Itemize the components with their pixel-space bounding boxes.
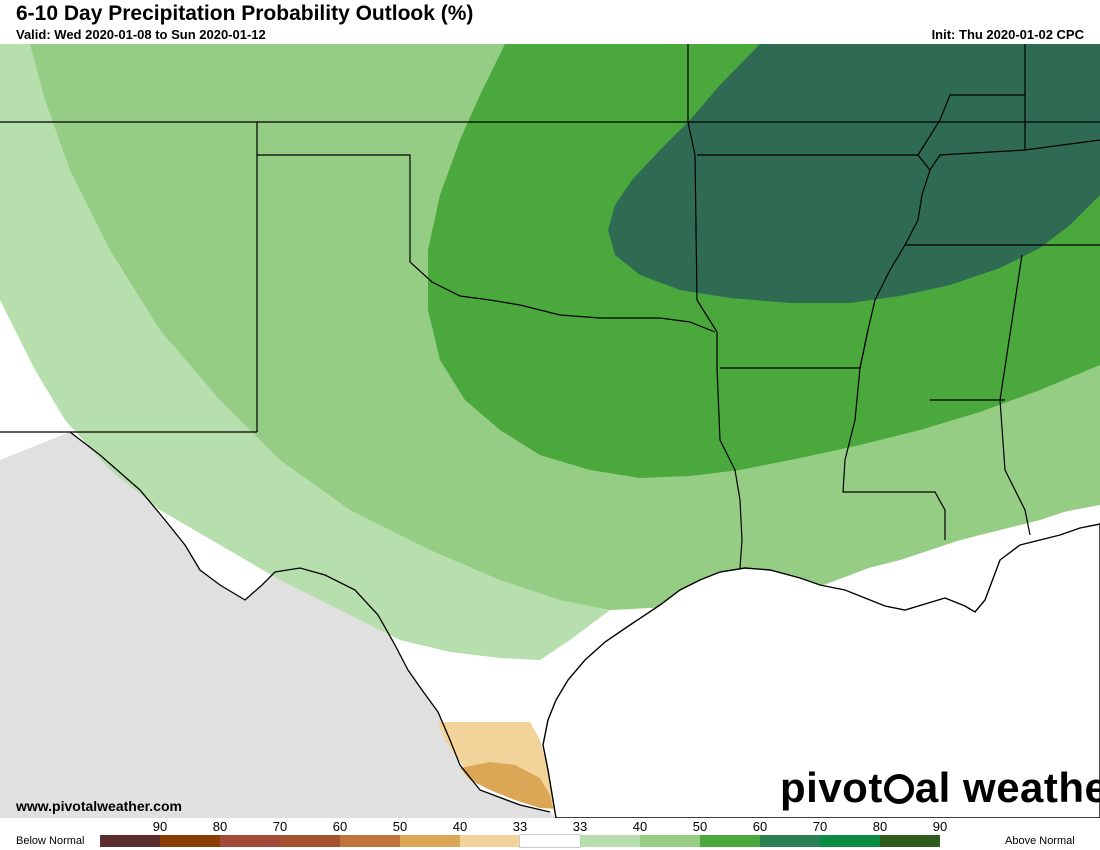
legend-swatch	[880, 835, 940, 847]
legend-swatch	[460, 835, 520, 847]
legend-value-label: 40	[452, 819, 468, 834]
website-url: www.pivotalweather.com	[16, 798, 182, 814]
valid-period: Valid: Wed 2020-01-08 to Sun 2020-01-12	[16, 27, 266, 42]
legend-swatch	[580, 835, 640, 847]
legend-swatch	[640, 835, 700, 847]
legend-swatch	[760, 835, 820, 847]
legend-above-normal-label: Above Normal	[1005, 835, 1075, 847]
us-mexico-border	[69, 431, 551, 813]
legend-swatch	[519, 834, 581, 848]
legend-value-label: 50	[692, 819, 708, 834]
state-borders	[0, 44, 1100, 569]
legend-value-label: 40	[632, 819, 648, 834]
legend-swatch	[220, 835, 280, 847]
legend-value-label: 33	[512, 819, 528, 834]
below-normal-40-50-zone	[460, 762, 553, 808]
legend-value-label: 70	[812, 819, 828, 834]
legend-swatch	[100, 835, 160, 847]
legend-below-normal-label: Below Normal	[16, 835, 85, 847]
legend-swatch	[400, 835, 460, 847]
precipitation-legend: Below Normal Above Normal 90 80 70 60 50 40 33…	[0, 818, 1100, 850]
legend-value-label: 70	[272, 819, 288, 834]
legend-value-label: 80	[872, 819, 888, 834]
legend-value-label: 60	[752, 819, 768, 834]
gulf-of-mexico	[542, 523, 1100, 818]
legend-value-label: 50	[392, 819, 408, 834]
brand-text-end: al weather	[914, 764, 1100, 811]
legend-swatch	[160, 835, 220, 847]
above-normal-70-zone	[608, 44, 1100, 303]
legend-value-label: 90	[932, 819, 948, 834]
legend-value-label: 80	[212, 819, 228, 834]
page-title: 6-10 Day Precipitation Probability Outlo…	[16, 2, 474, 25]
precipitation-map[interactable]	[0, 44, 1100, 818]
brand-text-start: pivot	[780, 764, 883, 811]
legend-value-label: 33	[572, 819, 588, 834]
gear-icon	[883, 774, 914, 804]
brand-logo: pivot al weather	[780, 764, 1100, 812]
legend-value-label: 90	[152, 819, 168, 834]
legend-swatch	[700, 835, 760, 847]
init-time: Init: Thu 2020-01-02 CPC	[931, 27, 1084, 42]
mexico-region	[0, 432, 556, 818]
map-header: 6-10 Day Precipitation Probability Outlo…	[0, 0, 1100, 44]
legend-swatch	[340, 835, 400, 847]
legend-value-label: 60	[332, 819, 348, 834]
legend-swatch	[280, 835, 340, 847]
legend-swatch	[820, 835, 880, 847]
